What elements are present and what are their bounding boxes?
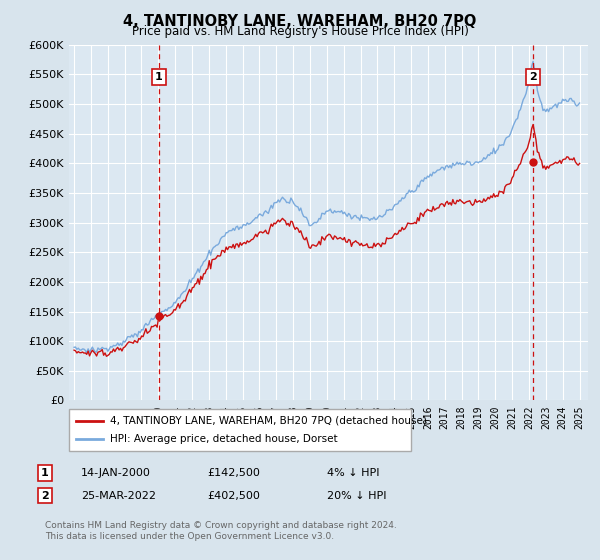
Text: Contains HM Land Registry data © Crown copyright and database right 2024.: Contains HM Land Registry data © Crown c…	[45, 521, 397, 530]
Text: 4, TANTINOBY LANE, WAREHAM, BH20 7PQ: 4, TANTINOBY LANE, WAREHAM, BH20 7PQ	[124, 14, 476, 29]
Text: 2: 2	[529, 72, 537, 82]
Text: 1: 1	[155, 72, 163, 82]
Text: 4% ↓ HPI: 4% ↓ HPI	[327, 468, 380, 478]
Text: 1: 1	[41, 468, 49, 478]
Text: Price paid vs. HM Land Registry's House Price Index (HPI): Price paid vs. HM Land Registry's House …	[131, 25, 469, 38]
Text: £402,500: £402,500	[207, 491, 260, 501]
Text: 2: 2	[41, 491, 49, 501]
Text: HPI: Average price, detached house, Dorset: HPI: Average price, detached house, Dors…	[110, 434, 338, 444]
Text: 20% ↓ HPI: 20% ↓ HPI	[327, 491, 386, 501]
Text: 14-JAN-2000: 14-JAN-2000	[81, 468, 151, 478]
Text: 4, TANTINOBY LANE, WAREHAM, BH20 7PQ (detached house): 4, TANTINOBY LANE, WAREHAM, BH20 7PQ (de…	[110, 416, 427, 426]
Text: This data is licensed under the Open Government Licence v3.0.: This data is licensed under the Open Gov…	[45, 532, 334, 541]
Text: 25-MAR-2022: 25-MAR-2022	[81, 491, 156, 501]
Text: £142,500: £142,500	[207, 468, 260, 478]
